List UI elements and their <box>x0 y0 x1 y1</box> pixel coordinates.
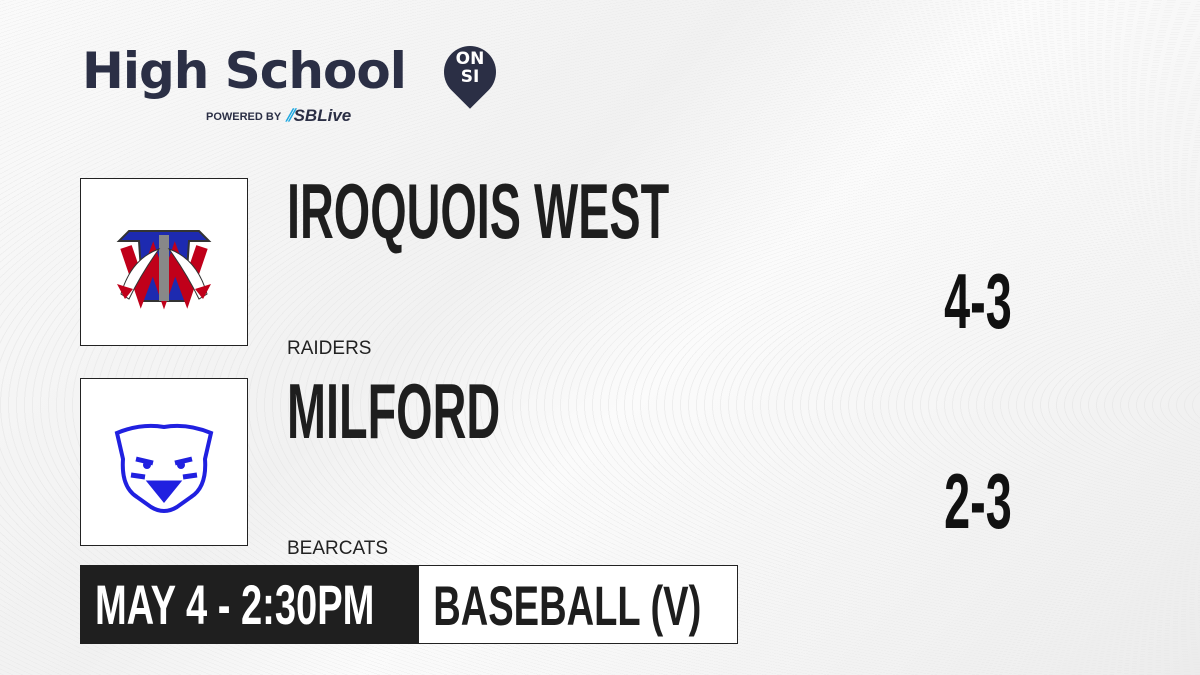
badge-bottom: SI <box>460 67 480 87</box>
bearcat-logo-icon <box>114 423 214 513</box>
team-score: 2-3 <box>944 457 1012 545</box>
team-mascot: RAIDERS <box>287 338 372 359</box>
team-mascot: BEARCATS <box>287 538 389 559</box>
team-score: 4-3 <box>944 257 1012 345</box>
game-datetime-box: MAY 4 - 2:30PM <box>80 565 418 644</box>
game-datetime: MAY 4 - 2:30PM <box>94 573 375 636</box>
partner-name: SBLive <box>293 106 352 125</box>
team-logo-iroquois-west <box>80 178 248 346</box>
raiders-logo-icon <box>116 230 212 310</box>
team-logo-milford <box>80 378 248 546</box>
brand-title: High School <box>82 42 407 100</box>
sblive-logo: ⫽SBLive <box>286 106 352 125</box>
sport-label: BASEBALL (V) <box>433 574 702 637</box>
badge-top: ON <box>455 49 485 69</box>
sport-box: BASEBALL (V) <box>418 565 738 644</box>
on-si-badge: ON SI <box>444 50 496 86</box>
team-name: IROQUOIS WEST <box>287 167 670 255</box>
team-name: MILFORD <box>287 367 501 455</box>
powered-by-label: POWERED BY <box>206 111 282 123</box>
